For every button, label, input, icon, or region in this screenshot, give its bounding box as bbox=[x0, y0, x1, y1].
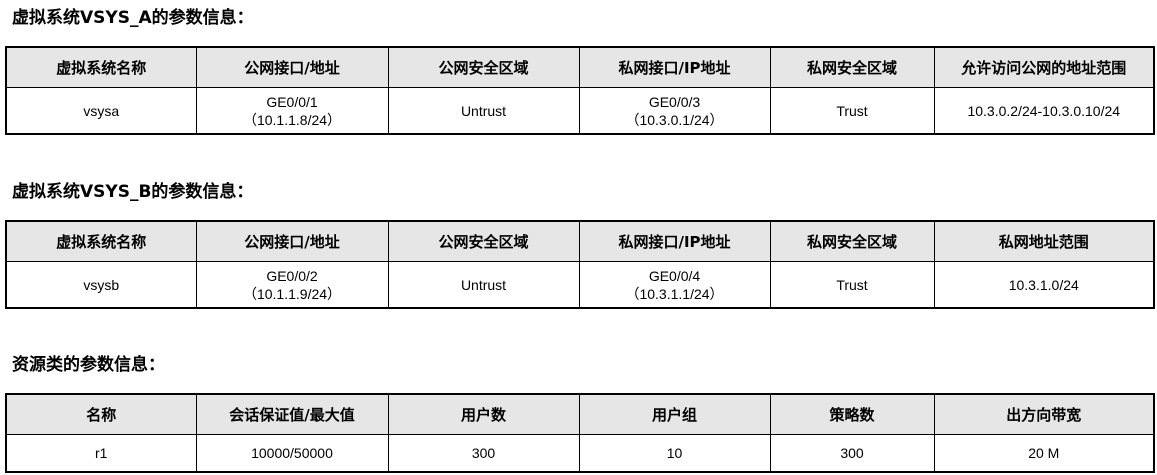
address-range-cell: 10.3.0.2/24-10.3.0.10/24 bbox=[933, 87, 1155, 135]
table-row: r1 10000/50000 300 10 300 20 M bbox=[5, 434, 1155, 473]
section-title-vsys-b: 虚拟系统VSYS_B的参数信息： bbox=[12, 182, 254, 202]
address-range-cell: 10.3.1.0/24 bbox=[933, 261, 1155, 309]
private-interface-cell: GE0/0/3 （10.3.0.1/24） bbox=[578, 87, 771, 135]
table-header-row: 名称 会话保证值/最大值 用户数 用户组 策略数 出方向带宽 bbox=[5, 393, 1155, 435]
public-interface: GE0/0/1 bbox=[266, 93, 318, 110]
column-header: 会话保证值/最大值 bbox=[195, 393, 389, 435]
column-header: 用户数 bbox=[387, 393, 580, 435]
public-interface-cell: GE0/0/2 （10.1.1.9/24） bbox=[195, 261, 389, 309]
table-row: vsysa GE0/0/1 （10.1.1.8/24） Untrust GE0/… bbox=[5, 87, 1155, 135]
private-interface: GE0/0/3 bbox=[648, 93, 701, 110]
public-zone-cell: Untrust bbox=[387, 87, 580, 135]
column-header: 公网安全区域 bbox=[387, 46, 580, 88]
session-limit-cell: 10000/50000 bbox=[195, 434, 389, 473]
public-interface-cell: GE0/0/1 （10.1.1.8/24） bbox=[195, 87, 389, 135]
column-header: 用户组 bbox=[578, 393, 771, 435]
private-interface: GE0/0/4 bbox=[648, 267, 701, 284]
column-header: 私网地址范围 bbox=[933, 220, 1155, 262]
column-header: 名称 bbox=[5, 393, 197, 435]
vsys-a-parameter-table: 虚拟系统名称 公网接口/地址 公网安全区域 私网接口/IP地址 私网安全区域 允… bbox=[5, 46, 1155, 135]
column-header: 私网安全区域 bbox=[769, 220, 935, 262]
table-row: vsysb GE0/0/2 （10.1.1.9/24） Untrust GE0/… bbox=[5, 261, 1155, 309]
public-interface: GE0/0/2 bbox=[266, 267, 318, 284]
table-header-row: 虚拟系统名称 公网接口/地址 公网安全区域 私网接口/IP地址 私网安全区域 私… bbox=[5, 220, 1155, 262]
user-count-cell: 300 bbox=[387, 434, 580, 473]
section-title-resource: 资源类的参数信息： bbox=[12, 355, 165, 375]
resource-name-cell: r1 bbox=[5, 434, 197, 473]
column-header: 私网安全区域 bbox=[769, 46, 935, 88]
public-address: （10.1.1.8/24） bbox=[242, 111, 342, 128]
private-address: （10.3.0.1/24） bbox=[625, 111, 724, 128]
column-header: 出方向带宽 bbox=[933, 393, 1155, 435]
vsys-name-cell: vsysa bbox=[5, 87, 197, 135]
public-address: （10.1.1.9/24） bbox=[242, 285, 342, 302]
column-header: 虚拟系统名称 bbox=[5, 220, 197, 262]
policy-count-cell: 300 bbox=[769, 434, 935, 473]
table-header-row: 虚拟系统名称 公网接口/地址 公网安全区域 私网接口/IP地址 私网安全区域 允… bbox=[5, 46, 1155, 88]
column-header: 虚拟系统名称 bbox=[5, 46, 197, 88]
outbound-bandwidth-cell: 20 M bbox=[933, 434, 1155, 473]
column-header: 私网接口/IP地址 bbox=[578, 220, 771, 262]
vsys-b-parameter-table: 虚拟系统名称 公网接口/地址 公网安全区域 私网接口/IP地址 私网安全区域 私… bbox=[5, 220, 1155, 309]
private-zone-cell: Trust bbox=[769, 87, 935, 135]
vsys-name-cell: vsysb bbox=[5, 261, 197, 309]
column-header: 私网接口/IP地址 bbox=[578, 46, 771, 88]
private-interface-cell: GE0/0/4 （10.3.1.1/24） bbox=[578, 261, 771, 309]
private-address: （10.3.1.1/24） bbox=[625, 285, 724, 302]
column-header: 允许访问公网的地址范围 bbox=[933, 46, 1155, 88]
section-title-vsys-a: 虚拟系统VSYS_A的参数信息： bbox=[12, 8, 254, 28]
private-zone-cell: Trust bbox=[769, 261, 935, 309]
column-header: 公网接口/地址 bbox=[195, 220, 389, 262]
column-header: 策略数 bbox=[769, 393, 935, 435]
column-header: 公网接口/地址 bbox=[195, 46, 389, 88]
resource-parameter-table: 名称 会话保证值/最大值 用户数 用户组 策略数 出方向带宽 r1 10000/… bbox=[5, 393, 1155, 473]
public-zone-cell: Untrust bbox=[387, 261, 580, 309]
user-group-cell: 10 bbox=[578, 434, 771, 473]
column-header: 公网安全区域 bbox=[387, 220, 580, 262]
